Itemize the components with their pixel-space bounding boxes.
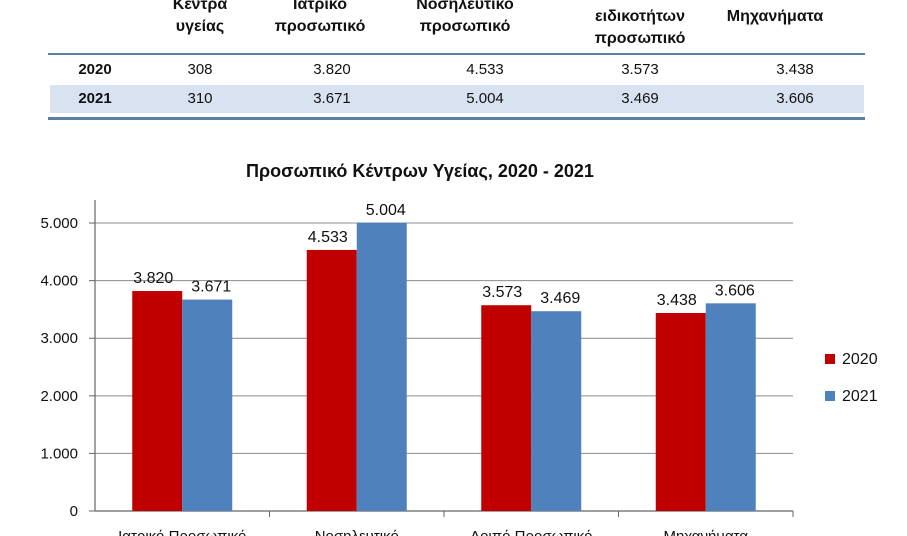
bar-2021 <box>182 299 233 511</box>
table-cell: 3.606 <box>776 90 814 107</box>
bar-chart: Προσωπικό Κέντρων Υγείας, 2020 - 2021 0 1… <box>40 161 878 536</box>
header-other-staff: ειδικοτήτων προσωπικό <box>570 6 710 50</box>
header-health-centers: Κέντρα υγείας <box>155 0 245 38</box>
table-cell: 310 <box>187 90 213 107</box>
bar-2021 <box>531 311 582 511</box>
header-line: Κέντρα <box>172 0 228 13</box>
table-header-rule <box>48 53 865 55</box>
bar-2021 <box>705 303 756 511</box>
header-medical-staff: Ιατρικό προσωπικό <box>260 0 380 38</box>
data-label: 3.469 <box>540 290 580 307</box>
table-cell: 308 <box>187 61 213 78</box>
legend-label: 2020 <box>842 351 878 368</box>
header-line: Νοσηλευτικό <box>416 0 514 13</box>
y-tick-label: 0 <box>70 503 78 520</box>
data-label: 3.606 <box>715 282 755 299</box>
data-labels: 3.820 3.671 4.533 5.004 3.573 3.469 3.438 3.606 <box>133 202 755 309</box>
y-tick-label: 1.000 <box>40 445 78 462</box>
header-line: προσωπικό <box>274 18 366 35</box>
header-machines: Μηχανήματα <box>700 6 850 28</box>
table-cell: 5.004 <box>466 90 504 107</box>
data-label: 3.671 <box>191 279 231 296</box>
legend-swatch-2021 <box>825 391 835 401</box>
x-tick-label: Νοσηλευτικό <box>315 528 399 536</box>
header-line: Μηχανήματα <box>726 8 824 25</box>
table-cell: 4.533 <box>466 61 504 78</box>
bars <box>132 222 756 511</box>
data-label: 3.573 <box>482 284 522 301</box>
y-tick-label: 2.000 <box>40 388 78 405</box>
data-label: 3.438 <box>657 292 697 309</box>
y-tick-label: 3.000 <box>40 330 78 347</box>
y-tick-label: 5.000 <box>40 215 78 232</box>
bar-2020 <box>132 290 183 511</box>
legend-swatch-2020 <box>825 354 835 364</box>
header-nursing-staff: Νοσηλευτικό προσωπικό <box>400 0 530 38</box>
x-tick-label: Λοιπό Προσωπικό <box>470 528 592 536</box>
legend-label: 2021 <box>842 388 878 405</box>
bar-2020 <box>306 249 357 511</box>
bar-2020 <box>481 305 532 511</box>
x-tick-label: Μηχανήματα <box>663 528 748 536</box>
data-label: 4.533 <box>308 229 348 246</box>
y-tick-label: 4.000 <box>40 273 78 290</box>
table-cell: 3.573 <box>621 61 659 78</box>
table-row-shading <box>50 85 864 113</box>
bar-2020 <box>655 312 706 511</box>
header-line: Ιατρικό <box>293 0 347 13</box>
chart-title: Προσωπικό Κέντρων Υγείας, 2020 - 2021 <box>246 161 594 181</box>
row-year: 2021 <box>78 90 112 107</box>
x-tick-label: Ιατρικό Προσωπικό <box>118 528 246 536</box>
header-line: προσωπικό <box>594 30 686 47</box>
table-cell: 3.438 <box>776 61 814 78</box>
row-year: 2020 <box>78 61 112 78</box>
table-cell: 3.671 <box>313 90 351 107</box>
data-table: Κέντρα υγείας Ιατρικό προσωπικό Νοσηλευτ… <box>0 0 907 125</box>
table-cell: 3.820 <box>313 61 351 78</box>
header-line: ειδικοτήτων <box>595 8 685 25</box>
data-label: 3.820 <box>133 270 173 287</box>
header-line: προσωπικό <box>419 18 511 35</box>
table-bottom-rule <box>48 117 865 120</box>
legend: 2020 2021 <box>825 351 878 405</box>
bar-2021 <box>356 222 407 511</box>
table-cell: 3.469 <box>621 90 659 107</box>
data-label: 5.004 <box>366 202 406 219</box>
header-line: υγείας <box>175 18 225 35</box>
